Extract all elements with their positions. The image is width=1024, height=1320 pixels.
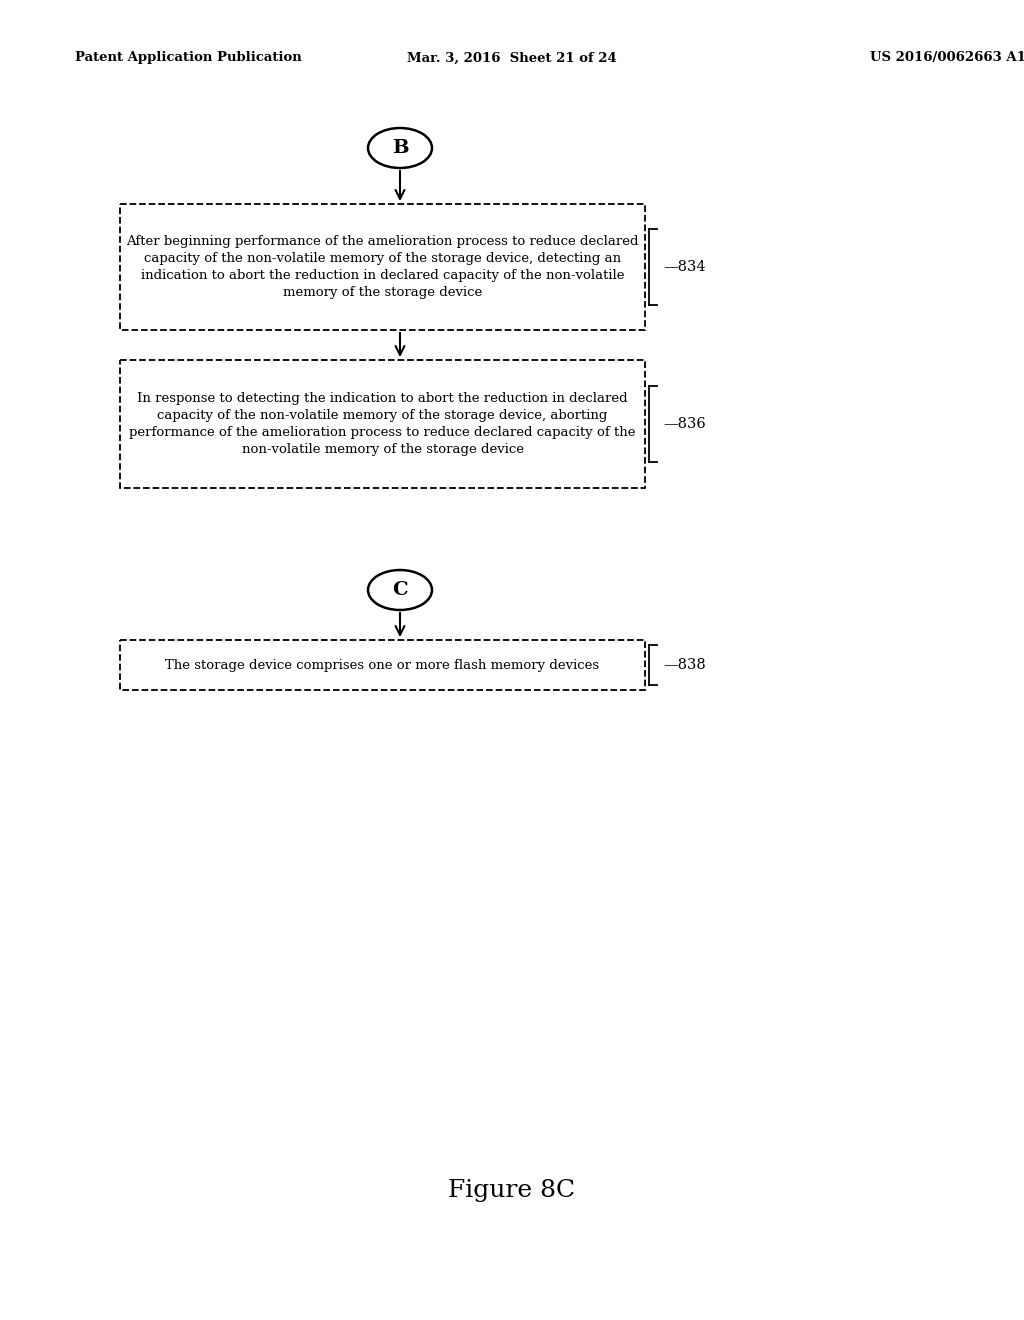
Text: Patent Application Publication: Patent Application Publication xyxy=(75,51,302,65)
Text: C: C xyxy=(392,581,408,599)
Text: After beginning performance of the amelioration process to reduce declared
capac: After beginning performance of the ameli… xyxy=(126,235,639,300)
Text: In response to detecting the indication to abort the reduction in declared
capac: In response to detecting the indication … xyxy=(129,392,636,455)
Text: The storage device comprises one or more flash memory devices: The storage device comprises one or more… xyxy=(166,659,600,672)
Ellipse shape xyxy=(368,128,432,168)
Text: —836: —836 xyxy=(663,417,706,432)
Text: —834: —834 xyxy=(663,260,706,275)
Text: Mar. 3, 2016  Sheet 21 of 24: Mar. 3, 2016 Sheet 21 of 24 xyxy=(408,51,616,65)
Text: B: B xyxy=(392,139,409,157)
Text: US 2016/0062663 A1: US 2016/0062663 A1 xyxy=(870,51,1024,65)
Bar xyxy=(120,205,645,330)
Bar xyxy=(120,640,645,690)
Text: —838: —838 xyxy=(663,657,706,672)
Bar xyxy=(120,360,645,488)
Ellipse shape xyxy=(368,570,432,610)
Text: Figure 8C: Figure 8C xyxy=(449,1179,575,1201)
